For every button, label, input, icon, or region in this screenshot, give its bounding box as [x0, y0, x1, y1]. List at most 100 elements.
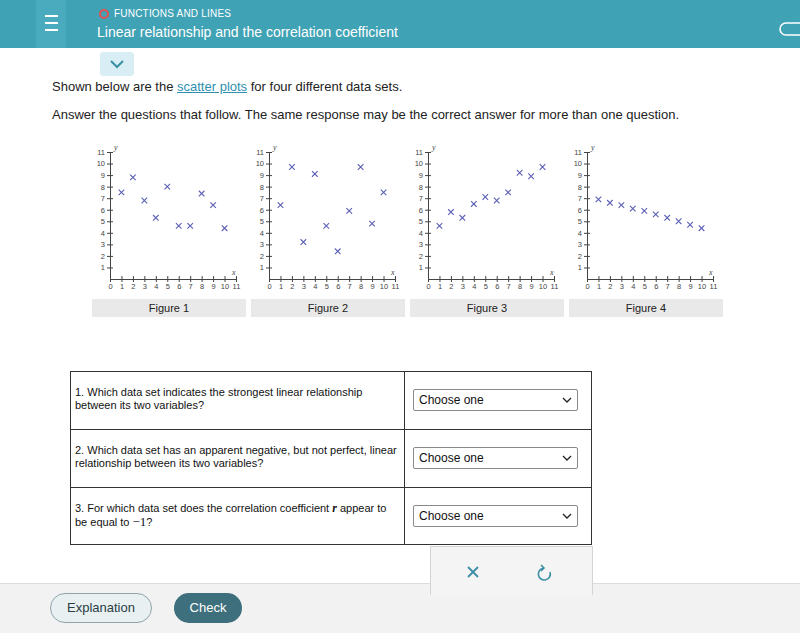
x-axis: 01234567891011: [267, 276, 399, 291]
dropdown-arrow[interactable]: [562, 455, 572, 463]
y-tick: 10: [574, 159, 590, 168]
x-tick: 2: [131, 276, 135, 291]
answer-dropdown[interactable]: Choose one: [413, 505, 578, 527]
x-tick: 8: [677, 276, 681, 291]
explanation-button[interactable]: Explanation: [50, 593, 152, 623]
x-tick-label: 0: [585, 282, 589, 291]
header-title: Linear relationship and the correlation …: [97, 24, 398, 40]
collapse-tab-bg[interactable]: [100, 52, 134, 76]
x-axis-label: x: [231, 268, 236, 277]
x-tick: 2: [449, 276, 453, 291]
y-tick: 2: [419, 252, 431, 261]
dropdown-arrow-path[interactable]: [563, 514, 571, 518]
table-column-line: [404, 371, 405, 545]
y-tick: 4: [101, 229, 113, 238]
scatter-point: [607, 200, 613, 206]
scatter-point: [596, 197, 602, 203]
x-tick-mark: [474, 276, 475, 282]
y-tick-mark: [107, 175, 113, 176]
y-tick-label: 2: [419, 252, 423, 261]
menu-icon-line[interactable]: [45, 29, 58, 31]
x-tick: 6: [177, 276, 181, 291]
undo-icon-arrow[interactable]: [541, 565, 544, 571]
dropdown-arrow[interactable]: [562, 513, 572, 521]
menu-icon-line[interactable]: [45, 22, 58, 24]
dropdown-arrow-path[interactable]: [563, 398, 571, 402]
x-tick-mark: [213, 276, 214, 282]
x-tick-mark: [621, 276, 622, 282]
x-tick-mark: [303, 276, 304, 282]
x-tick-mark: [326, 276, 327, 282]
figure-label: Figure 3: [410, 299, 564, 317]
x-tick-mark: [543, 276, 544, 282]
scatter-plot: 012345678910111234567891011yx: [406, 140, 564, 295]
scatter-point: [369, 221, 375, 227]
x-tick-label: 0: [108, 282, 112, 291]
y-tick-label: 8: [578, 183, 582, 192]
x-tick: 7: [348, 276, 352, 291]
y-axis: 1234567891011: [97, 148, 113, 280]
x-axis: 01234567891011: [108, 276, 240, 291]
check-button[interactable]: Check: [174, 593, 242, 623]
x-tick-label: 7: [189, 282, 193, 291]
x-tick: 6: [654, 276, 658, 291]
x-tick-label: 9: [530, 282, 534, 291]
x-tick-label: 3: [143, 282, 147, 291]
answer-dropdown[interactable]: Choose one: [413, 447, 578, 469]
y-tick-label: 1: [260, 263, 264, 272]
x-axis-line: [588, 279, 714, 280]
y-axis-line: [110, 153, 111, 280]
dropdown-placeholder[interactable]: Choose one: [419, 509, 484, 523]
dropdown-placeholder[interactable]: Choose one: [419, 393, 484, 407]
scatter-point: [517, 170, 523, 176]
x-tick-label: 9: [689, 282, 693, 291]
y-tick-mark: [266, 233, 272, 234]
y-tick-mark: [107, 187, 113, 188]
scatter-point: [210, 202, 216, 208]
y-tick: 3: [101, 240, 113, 249]
intro-link[interactable]: scatter plots: [177, 79, 247, 94]
x-tick-mark: [531, 276, 532, 282]
dropdown-arrow[interactable]: [562, 397, 572, 405]
answer-dropdown[interactable]: Choose one: [413, 389, 578, 411]
dropdown-placeholder[interactable]: Choose one: [419, 451, 484, 465]
x-tick-mark: [179, 276, 180, 282]
header-control[interactable]: [780, 23, 800, 35]
undo-icon[interactable]: [538, 568, 550, 580]
y-tick-label: 4: [578, 229, 582, 238]
y-tick-label: 7: [101, 194, 105, 203]
x-tick-mark: [451, 276, 452, 282]
figure-label: Figure 1: [92, 299, 246, 317]
y-tick: 6: [260, 206, 272, 215]
menu-icon-line[interactable]: [45, 15, 58, 17]
progress-icon: [100, 10, 108, 18]
x-tick-mark: [633, 276, 634, 282]
x-tick-label: 4: [472, 282, 476, 291]
y-tick: 5: [419, 217, 431, 226]
x-tick-label: 4: [631, 282, 635, 291]
y-axis-line: [587, 153, 588, 280]
y-tick-label: 4: [419, 229, 423, 238]
x-tick-mark: [225, 276, 226, 282]
x-tick-label: 5: [484, 282, 488, 291]
y-tick: 3: [578, 240, 590, 249]
x-tick-label: 10: [698, 282, 706, 291]
y-tick-mark: [266, 152, 272, 153]
y-tick: 11: [574, 148, 590, 157]
y-tick: 9: [260, 171, 272, 180]
dropdown-arrow-path[interactable]: [563, 456, 571, 460]
y-tick-label: 10: [256, 159, 264, 168]
chevron-icon[interactable]: [111, 61, 123, 67]
x-tick-label: 10: [221, 282, 229, 291]
clear-icon[interactable]: [468, 567, 478, 577]
y-tick-label: 3: [260, 240, 264, 249]
question-cell: 3. For which data set does the correlati…: [75, 502, 401, 529]
space: [84, 444, 87, 456]
x-tick-label: 3: [302, 282, 306, 291]
collapse-tab[interactable]: [100, 52, 134, 76]
x-tick-mark: [439, 276, 440, 282]
y-tick-mark: [107, 152, 113, 153]
y-tick-mark: [425, 267, 431, 268]
x-tick-mark: [144, 276, 145, 282]
y-tick-label: 1: [419, 263, 423, 272]
